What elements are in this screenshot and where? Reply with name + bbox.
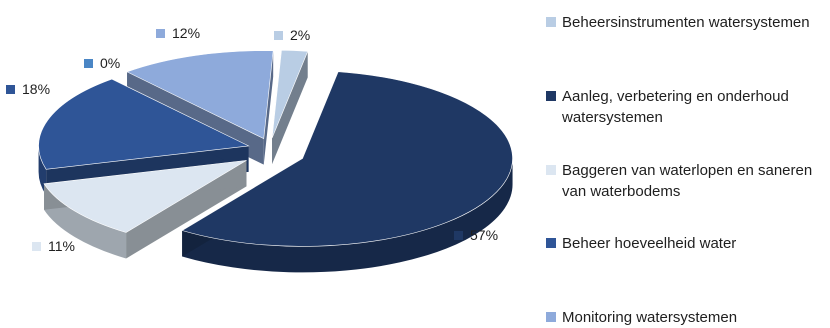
legend-label: Aanleg, verbetering en onderhoud watersy… <box>562 88 789 126</box>
slice-cut-face <box>272 51 308 165</box>
legend-swatch <box>546 17 556 27</box>
data-label-marker <box>156 29 165 38</box>
data-label-marker <box>6 85 15 94</box>
data-label-marker <box>84 59 93 68</box>
data-label: 0% <box>100 55 120 71</box>
legend-swatch <box>546 238 556 248</box>
pie-tops <box>38 49 513 247</box>
pie-slice <box>43 160 247 233</box>
legend-swatch <box>546 91 556 101</box>
legend-swatch <box>546 165 556 175</box>
slice-side-wall <box>44 183 127 259</box>
legend-label: Baggeren van waterlopen en saneren van w… <box>562 162 813 200</box>
pie-slice <box>271 49 309 139</box>
slice-side-wall <box>182 158 513 273</box>
legend-label: Beheer hoeveelheid water <box>562 235 737 252</box>
data-label: 18% <box>22 81 50 97</box>
slice-cut-face <box>263 50 274 165</box>
pie-slice <box>38 78 250 170</box>
legend-label: Beheersinstrumenten watersystemen <box>562 14 810 31</box>
legend-label: Monitoring watersystemen <box>562 309 738 326</box>
data-label-marker <box>32 242 41 251</box>
pie-labels: 2% 57% 11% 18% 12% 0% <box>6 25 498 254</box>
data-label: 12% <box>172 25 200 41</box>
data-label: 2% <box>290 27 310 43</box>
data-label-marker <box>274 31 283 40</box>
data-label: 57% <box>470 227 498 243</box>
pie-slice <box>181 71 513 247</box>
data-label: 11% <box>48 238 75 254</box>
pie-slice <box>126 50 274 140</box>
legend-swatch <box>546 312 556 322</box>
data-label-marker <box>454 231 463 240</box>
chart-legend: Beheersinstrumenten watersystemen Aanleg… <box>546 0 830 327</box>
